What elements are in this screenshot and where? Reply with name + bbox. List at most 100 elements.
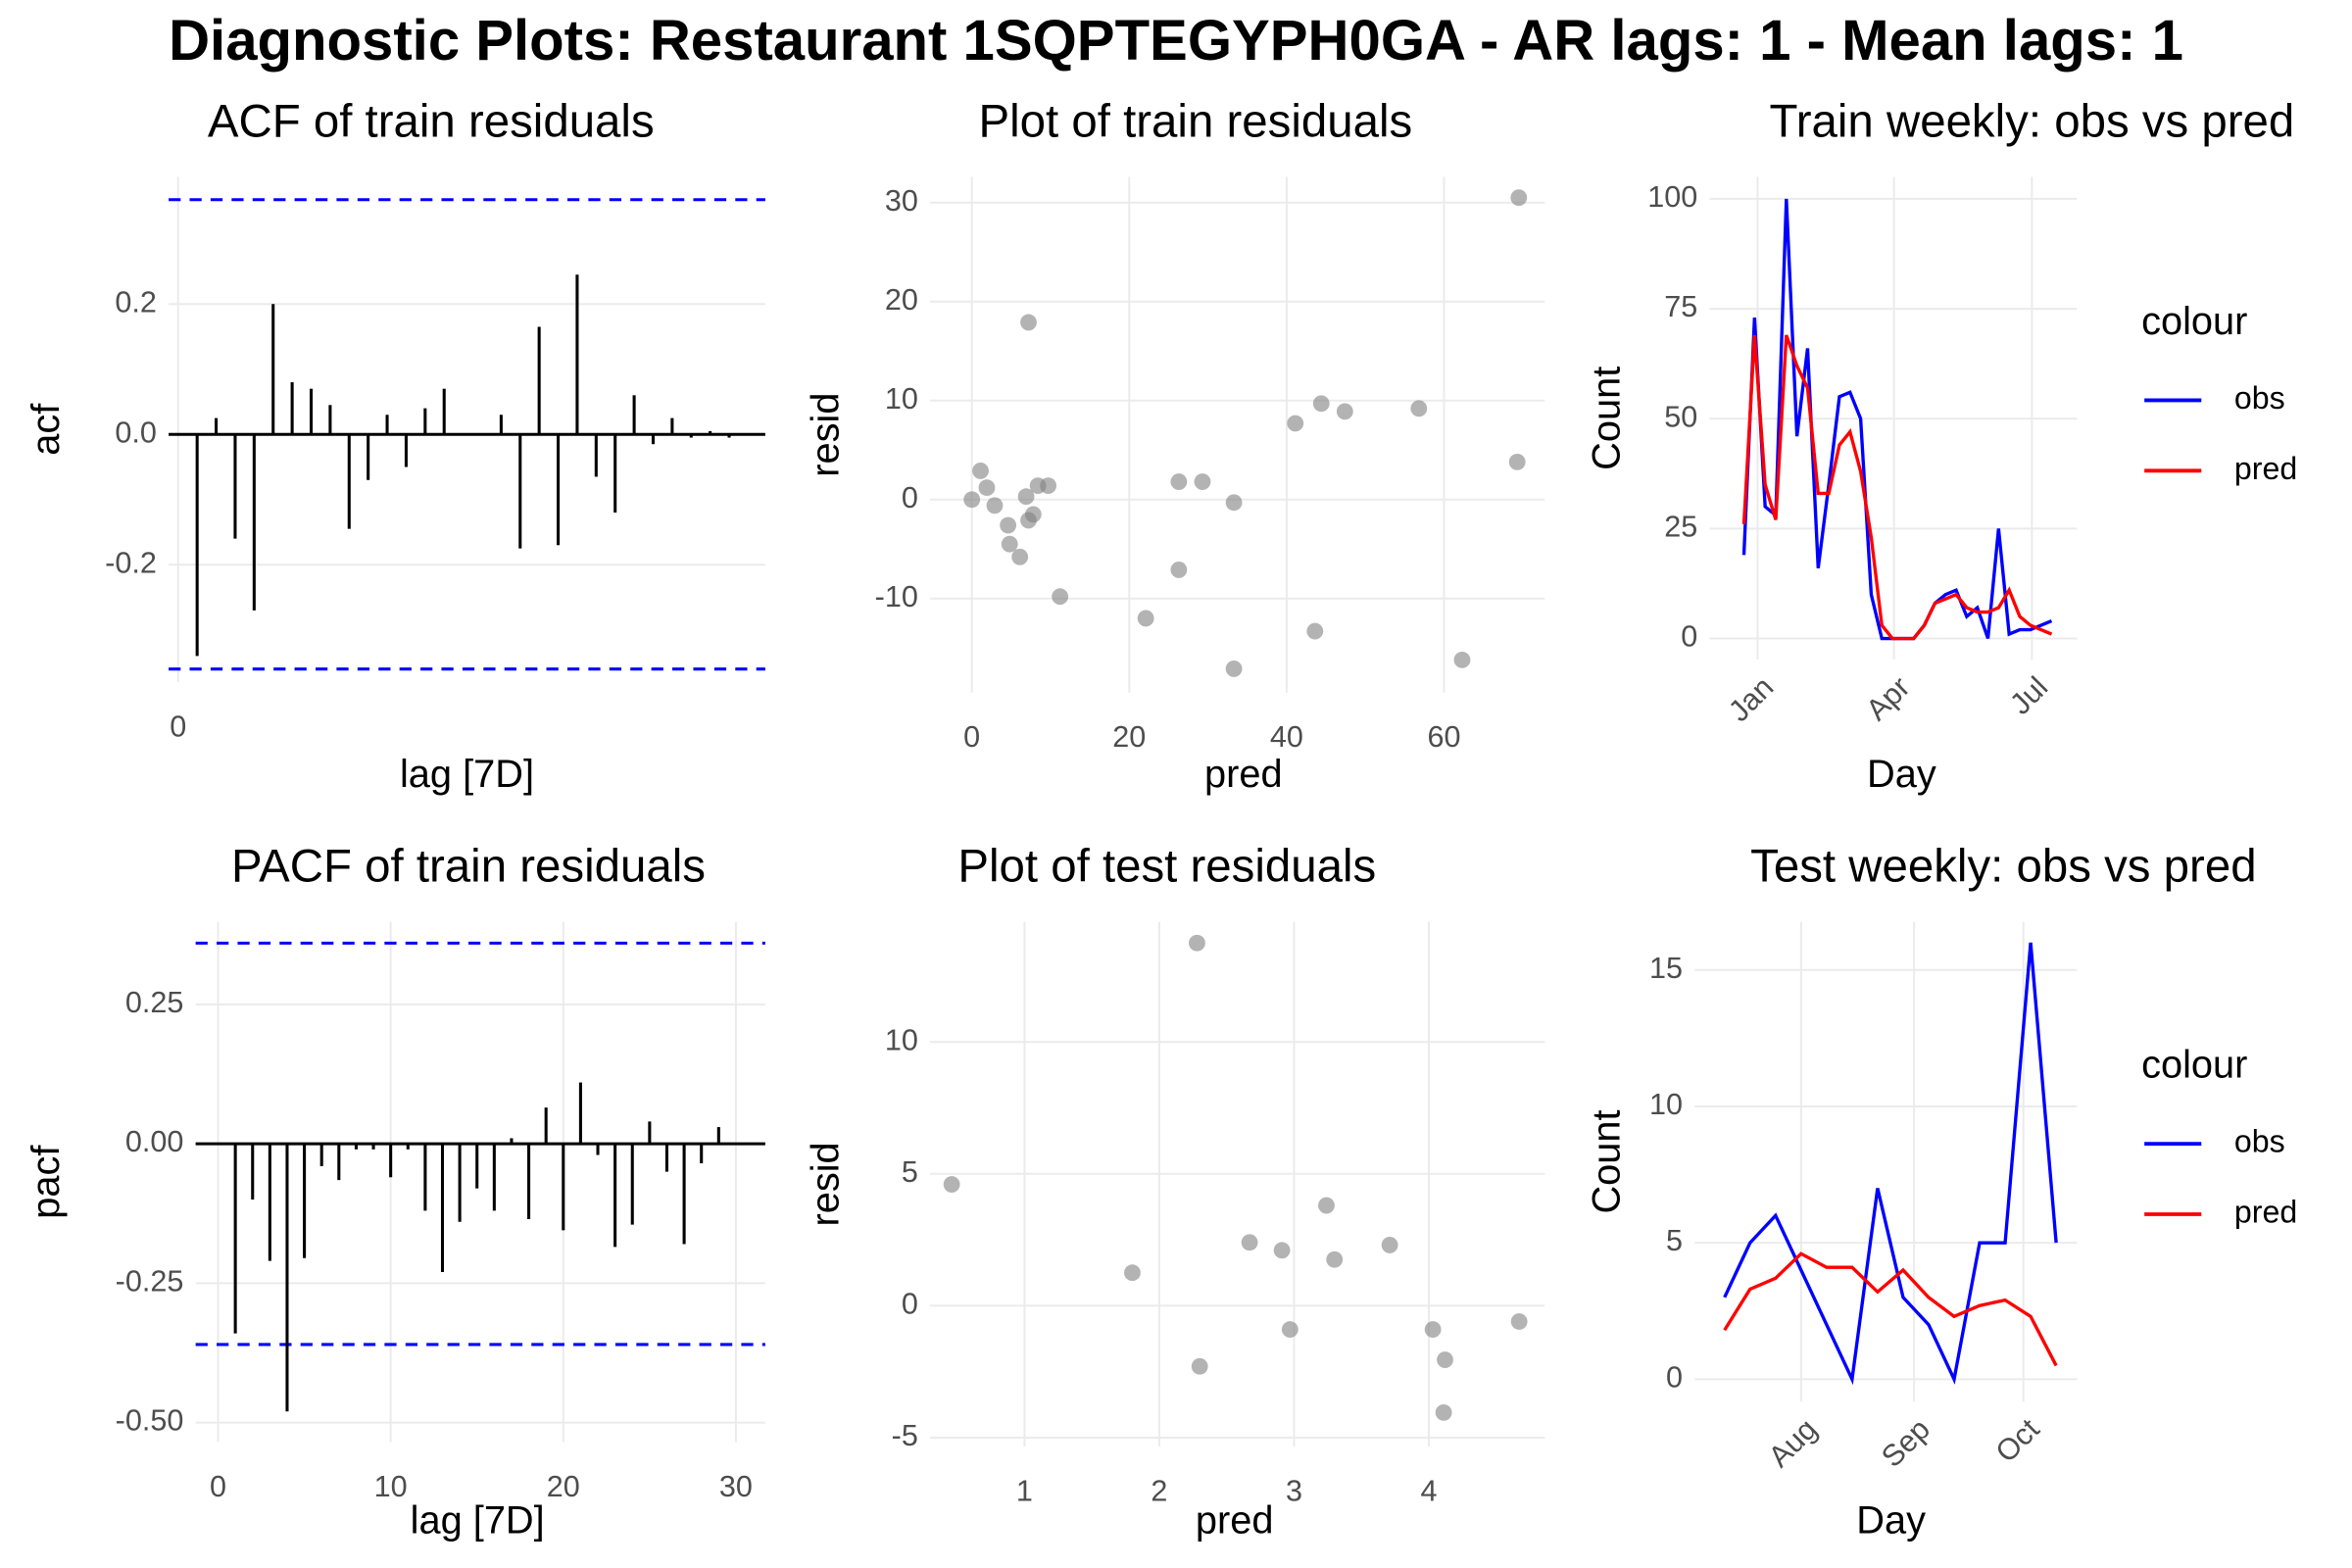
x-tick-label: 10 — [374, 1470, 408, 1503]
point — [1336, 403, 1353, 420]
x-tick-label: 1 — [1016, 1475, 1033, 1508]
point — [1241, 1234, 1258, 1251]
x-tick-label: 3 — [1286, 1475, 1302, 1508]
point — [963, 491, 981, 509]
panel-title: Plot of test residuals — [957, 841, 1376, 893]
x-tick-label: 30 — [719, 1470, 753, 1503]
panel: Train weekly: obs vs pred Day Count 0 25 50 75… — [1586, 95, 2298, 795]
y-tick-label: 25 — [1664, 510, 1697, 543]
y-axis-label: pacf — [24, 1145, 68, 1219]
y-tick-label: 0 — [1681, 620, 1697, 654]
legend-label: obs — [2234, 380, 2285, 416]
y-tick-label: 0 — [902, 1287, 918, 1320]
point — [1306, 622, 1324, 640]
point — [1020, 314, 1037, 331]
panel: ACF of train residuals lag [7D] acf -0.2 0.0… — [24, 95, 765, 796]
x-axis-label: pred — [1196, 1499, 1274, 1543]
point — [1189, 934, 1205, 952]
x-axis-label: pred — [1204, 753, 1283, 796]
point — [1281, 1321, 1298, 1339]
y-tick-label: 0 — [1666, 1360, 1683, 1394]
point — [972, 463, 989, 479]
point — [1312, 395, 1330, 413]
y-tick-label: -10 — [875, 580, 918, 613]
point — [1424, 1321, 1442, 1339]
y-axis-label: Count — [1586, 367, 1629, 470]
legend-title: colour — [2141, 1044, 2247, 1087]
panel-title: Test weekly: obs vs pred — [1750, 841, 2256, 893]
y-axis-label: Count — [1586, 1109, 1629, 1213]
x-tick-label: 20 — [1112, 720, 1146, 754]
x-tick-label: 4 — [1421, 1475, 1438, 1508]
x-tick-label: 40 — [1270, 720, 1303, 754]
y-tick-label: 100 — [1647, 180, 1697, 214]
y-axis-label: resid — [805, 1142, 848, 1226]
series-line — [1741, 334, 2053, 641]
x-tick-label: 0 — [210, 1470, 226, 1503]
point — [943, 1176, 960, 1193]
point — [1011, 548, 1029, 565]
y-tick-label: 50 — [1664, 400, 1697, 433]
point — [1137, 610, 1154, 627]
x-tick-label: 20 — [547, 1470, 580, 1503]
point — [1124, 1264, 1141, 1282]
panel: PACF of train residuals lag [7D] pacf -0.50… — [24, 841, 765, 1543]
point — [1510, 189, 1528, 207]
point — [1453, 651, 1471, 668]
x-axis-label: Day — [1856, 1499, 1926, 1543]
y-axis-label: acf — [24, 403, 68, 456]
series-line — [1723, 942, 2058, 1386]
point — [1040, 477, 1057, 495]
panel-title: Train weekly: obs vs pred — [1770, 95, 2295, 147]
y-tick-label: 0.2 — [115, 285, 157, 318]
point — [1437, 1351, 1453, 1368]
legend-label: pred — [2234, 1194, 2297, 1229]
point — [1052, 588, 1069, 606]
point — [1017, 488, 1035, 506]
y-axis-label: resid — [805, 392, 848, 476]
point — [1318, 1197, 1335, 1214]
y-tick-label: 5 — [902, 1155, 918, 1189]
y-tick-label: -5 — [892, 1419, 918, 1452]
panel-title: PACF of train residuals — [231, 841, 706, 893]
point — [1508, 453, 1526, 470]
panel-title: ACF of train residuals — [208, 95, 655, 147]
x-axis-label: lag [7D] — [400, 753, 534, 796]
y-tick-label: 10 — [885, 382, 918, 416]
figure-title: Diagnostic Plots: Restaurant 1SQPTEGYPH0… — [169, 9, 2183, 73]
point — [1410, 400, 1428, 417]
point — [1326, 1250, 1344, 1268]
x-tick-label: 0 — [170, 710, 186, 743]
point — [1170, 473, 1188, 490]
legend-label: obs — [2234, 1124, 2285, 1159]
point — [1194, 473, 1211, 490]
point — [1024, 506, 1042, 523]
legend-label: pred — [2234, 451, 2297, 486]
point — [1287, 415, 1304, 432]
y-tick-label: 10 — [885, 1023, 918, 1056]
x-axis-label: Day — [1867, 753, 1936, 796]
y-tick-label: 10 — [1649, 1088, 1683, 1121]
y-tick-label: 0 — [902, 481, 918, 514]
y-tick-label: 20 — [885, 283, 918, 317]
y-tick-label: 0.0 — [115, 416, 157, 449]
x-tick-label: 60 — [1427, 720, 1460, 754]
x-tick-label: 2 — [1151, 1475, 1167, 1508]
x-axis-label: lag [7D] — [411, 1499, 545, 1543]
point — [1001, 535, 1018, 553]
x-tick-label: 0 — [963, 720, 980, 754]
point — [1170, 562, 1188, 578]
panel: Plot of train residuals pred resid -10 0 10 20… — [805, 95, 1545, 796]
point — [1225, 494, 1243, 512]
series-line — [1723, 1251, 2058, 1367]
y-tick-label: 15 — [1649, 952, 1683, 985]
point — [978, 479, 996, 497]
point — [1510, 1313, 1528, 1330]
y-tick-label: -0.2 — [105, 546, 157, 579]
y-tick-label: 5 — [1666, 1224, 1683, 1257]
y-tick-label: 0.00 — [125, 1125, 184, 1158]
y-tick-label: -0.25 — [116, 1264, 184, 1298]
point — [1191, 1357, 1208, 1375]
